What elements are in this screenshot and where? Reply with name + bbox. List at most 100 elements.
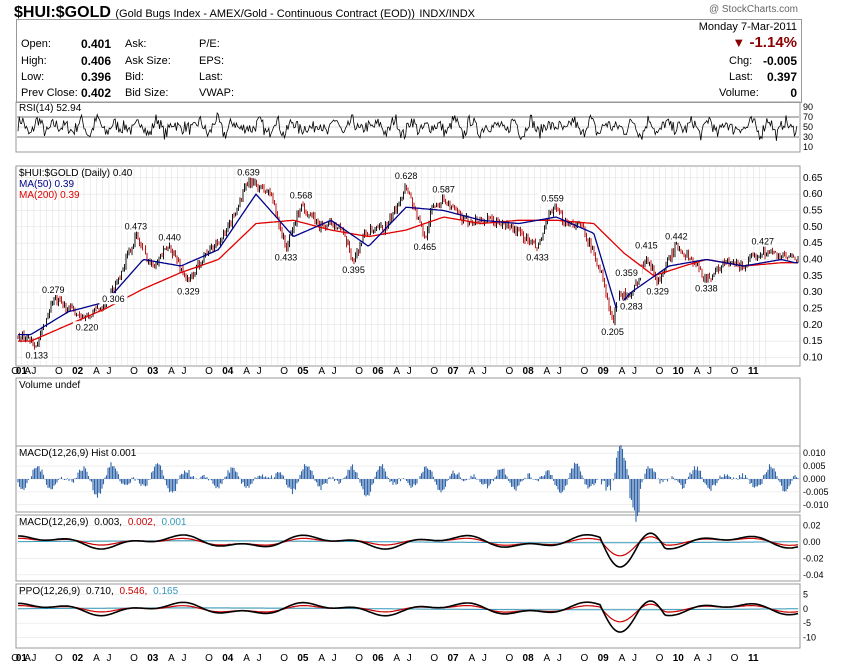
eps-label: EPS: [199,55,225,67]
x-tick-label-top: J [257,366,262,377]
x-tick-label-top: A [619,366,626,377]
price-label: 0.639 [237,167,260,177]
x-tick-label-top: J [557,366,562,377]
high-label: High: [21,55,47,67]
x-tick-label-bottom: A [468,653,475,664]
x-tick-label-top: 04 [222,366,234,377]
x-tick-label-top: O [11,366,19,377]
x-tick-label-bottom: O [505,653,513,664]
down-arrow-icon: ▼ [732,35,746,50]
x-tick-label-bottom: J [31,653,36,664]
x-tick-label-bottom: 04 [222,653,234,664]
x-tick-label-bottom: 11 [748,653,759,664]
x-tick-label-bottom: 06 [372,653,384,664]
x-tick-label-bottom: 10 [673,653,685,664]
ppo-tick: -5 [803,618,811,628]
x-tick-label-top: J [182,366,187,377]
x-tick-label-bottom: J [407,653,412,664]
hist-tick: 0.000 [803,474,826,484]
x-tick-label-bottom: A [168,653,175,664]
chg-label: Chg: [729,55,753,67]
x-tick-label-bottom: 01 [16,653,28,664]
x-tick-label-bottom: J [106,653,111,664]
x-tick-label-bottom: 09 [598,653,610,664]
x-tick-label-top: A [93,366,100,377]
price-label-bg [632,239,661,251]
price-label: 0.279 [42,285,65,295]
x-tick-label-top: J [632,366,637,377]
price-label-bg [598,326,627,338]
x-tick-label-top: O [656,366,664,377]
quote-date: Monday 7-Mar-2011 [698,21,797,33]
x-tick-label-bottom: O [55,653,63,664]
x-tick-label-top: 10 [673,366,685,377]
rsi-tick: 50 [803,122,813,132]
chg-value: -0.005 [762,54,797,68]
price-tick: 0.20 [803,320,823,331]
x-tick-label-bottom: A [318,653,325,664]
x-tick-label-bottom: 08 [523,653,535,664]
ppo-line [18,600,799,633]
x-tick-label-bottom: J [632,653,637,664]
macd-title-v1: 0.003, [94,517,122,528]
prevclose-label: Prev Close: [21,87,78,99]
prevclose-value: 0.402 [81,86,112,100]
quote-box: Open: 0.401 High: 0.406 Low: 0.396 Prev … [16,19,802,103]
last-label: Last: [729,71,753,83]
price-label: 0.433 [275,253,298,263]
change-percent-value: -1.14% [749,34,797,51]
price-label: 0.568 [290,191,313,201]
change-percent: ▼ -1.14% [732,34,797,51]
x-tick-label-bottom: A [694,653,701,664]
rsi-tick: 90 [803,102,813,112]
x-tick-label-bottom: J [182,653,187,664]
price-label: 0.338 [695,284,718,294]
open-value: 0.401 [81,37,112,51]
x-tick-label-top: J [407,366,412,377]
low-value: 0.396 [81,70,112,84]
x-tick-label-bottom: O [656,653,664,664]
price-label-bg [392,169,421,181]
x-tick-label-top: A [24,366,31,377]
price-label: 0.465 [414,242,437,252]
price-label: 0.329 [177,287,200,297]
price-tick: 0.30 [803,287,823,298]
x-tick-label-top: 05 [297,366,309,377]
price-label: 0.306 [102,294,125,304]
bid-label: Bid: [125,71,144,83]
price-label-bg [99,293,128,305]
x-tick-label-bottom: O [430,653,438,664]
volume-value: 0 [790,86,797,100]
x-tick-label-top: O [280,366,288,377]
price-label: 0.473 [125,222,148,232]
price-label-bg [614,266,643,278]
x-tick-label-top: O [430,366,438,377]
x-tick-label-top: 01 [16,366,28,377]
hist-tick: -0.005 [803,487,829,497]
x-tick-label-bottom: J [557,653,562,664]
x-tick-label-top: J [707,366,712,377]
x-tick-label-top: O [731,366,739,377]
low-label: Low: [21,71,45,83]
vwap-label: VWAP: [199,87,235,99]
rsi-line [17,112,798,141]
label-layer: OO0101AAJJOO0202AAJJOO0303AAJJOO0404AAJJ… [11,102,828,664]
hist-bars [17,445,799,522]
price-label: 0.415 [635,241,658,251]
price-label-bg [174,285,203,297]
price-label: 0.442 [665,232,688,242]
x-tick-label-top: 02 [72,366,84,377]
price-label: 0.440 [158,232,181,242]
x-tick-label-top: 07 [447,366,459,377]
rsi-tick: 30 [803,132,813,142]
x-tick-label-bottom: 03 [147,653,159,664]
x-tick-label-top: A [544,366,551,377]
ppo-title-v1: 0.710, [86,586,114,597]
price-label-bg [339,264,368,276]
hist-tick: -0.010 [803,500,829,510]
price-label-bg [692,282,721,294]
price-label: 0.220 [76,322,99,332]
price-label: 0.359 [615,268,638,278]
hist-tick: 0.005 [803,461,826,471]
